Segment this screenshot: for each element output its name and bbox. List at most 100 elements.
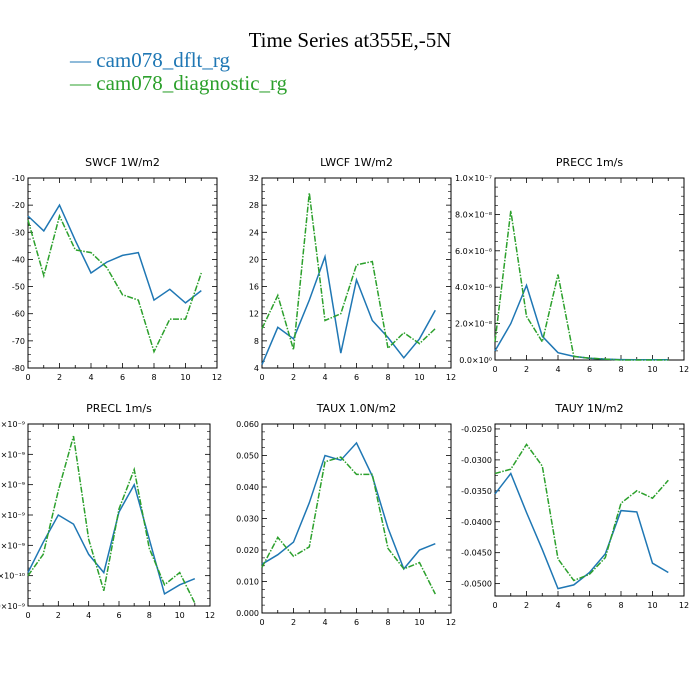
x-tick-label: 12 <box>679 601 689 610</box>
y-tick-label: -20 <box>12 201 25 210</box>
x-tick-label: 2 <box>57 373 62 382</box>
plot-frame <box>261 177 452 369</box>
y-tick-label: 4 <box>254 364 259 373</box>
y-tick-label: -0.0250 <box>461 425 492 434</box>
series-line-dflt <box>494 472 669 590</box>
x-tick-label: 0 <box>259 373 264 382</box>
y-tick-label: 0.010 <box>236 578 259 587</box>
y-tick-label: 0.000 <box>236 609 259 618</box>
x-tick-label: 0 <box>259 618 264 627</box>
x-tick-label: 0 <box>492 365 497 374</box>
x-tick-label: 10 <box>414 618 424 627</box>
panel-4: TAUX 1.0N/m2 0 2 4 6 8 10 12 0.000 0.010 0.020 0.03… <box>236 402 456 627</box>
y-tick-label: 28 <box>249 201 259 210</box>
y-tick-label: 20 <box>249 255 259 264</box>
x-tick-label: 8 <box>147 611 152 620</box>
x-tick-label: 8 <box>618 601 623 610</box>
x-tick-label: 12 <box>679 365 689 374</box>
y-tick-label: 1.5×10⁻⁹ <box>0 511 25 520</box>
y-tick-label: -0.0350 <box>461 487 492 496</box>
panel-title: PRECC 1m/s <box>556 156 624 169</box>
x-tick-label: 12 <box>446 373 456 382</box>
series-line-dflt <box>494 283 669 361</box>
x-tick-label: 2 <box>291 618 296 627</box>
panel-title: TAUY 1N/m2 <box>554 402 623 415</box>
y-tick-label: -10 <box>12 174 25 183</box>
plot-frame <box>27 177 218 369</box>
y-tick-label: -50 <box>12 283 25 292</box>
series-line-dflt <box>261 253 436 365</box>
x-tick-label: 2 <box>291 373 296 382</box>
x-tick-label: 8 <box>151 373 156 382</box>
plot-frame <box>261 423 452 614</box>
x-tick-label: 6 <box>587 601 592 610</box>
legend-label: cam078_dflt_rg <box>96 48 231 72</box>
x-tick-label: 4 <box>322 373 327 382</box>
legend-line-marker: — <box>70 48 91 72</box>
series-line-diagnostic <box>261 456 436 595</box>
series-line-diagnostic <box>27 435 196 604</box>
y-tick-label: -0.0400 <box>461 518 492 527</box>
y-tick-label: 32 <box>249 174 259 183</box>
panel-0: SWCF 1W/m2 0 2 4 6 8 10 12 -80 -70 -60 -50 -40 -30 -20… <box>12 156 222 382</box>
x-tick-label: 12 <box>446 618 456 627</box>
series-line-diagnostic <box>494 443 669 582</box>
y-tick-label: -0.0300 <box>461 456 492 465</box>
x-tick-label: 2 <box>524 601 529 610</box>
series-line-dflt <box>27 482 196 596</box>
y-tick-label: 8.0×10⁻⁸ <box>455 210 492 219</box>
x-tick-label: 4 <box>322 618 327 627</box>
panel-3: PRECL 1m/s 0 2 4 6 8 10 12 0×10⁻⁹ 5×10⁻¹⁰ 1×10⁻⁹ 1.… <box>0 402 215 620</box>
y-tick-label: 0.040 <box>236 483 259 492</box>
y-tick-label: 1×10⁻⁹ <box>0 541 25 550</box>
panel-title: PRECL 1m/s <box>86 402 152 415</box>
y-tick-label: 5×10⁻¹⁰ <box>0 572 25 581</box>
y-tick-label: -60 <box>12 310 25 319</box>
panel-title: TAUX 1.0N/m2 <box>316 402 397 415</box>
x-tick-label: 10 <box>647 601 657 610</box>
x-tick-label: 10 <box>647 365 657 374</box>
y-tick-label: 2.0×10⁻⁸ <box>455 320 492 329</box>
figure-title: Time Series at355E,-5N <box>248 28 452 52</box>
x-tick-label: 10 <box>414 373 424 382</box>
x-tick-label: 0 <box>25 373 30 382</box>
series-line-diagnostic <box>261 192 436 350</box>
legend-entry-diagnostic: — cam078_diagnostic_rg <box>70 71 287 96</box>
series-line-dflt <box>27 203 202 304</box>
x-tick-label: 8 <box>385 373 390 382</box>
series-line-diagnostic <box>494 210 669 361</box>
x-tick-label: 6 <box>120 373 125 382</box>
y-tick-label: -40 <box>12 255 25 264</box>
series-line-diagnostic <box>27 213 203 354</box>
y-tick-label: -80 <box>12 364 25 373</box>
y-tick-label: -0.0450 <box>461 549 492 558</box>
x-tick-label: 10 <box>175 611 185 620</box>
panel-5: TAUY 1N/m2 0 2 4 6 8 10 12 -0.0500 -0.0450 -0.0400… <box>461 402 689 610</box>
y-tick-label: 2.5×10⁻⁹ <box>0 450 25 459</box>
x-tick-label: 4 <box>555 601 560 610</box>
y-tick-label: 6.0×10⁻⁸ <box>455 247 492 256</box>
x-tick-label: 6 <box>587 365 592 374</box>
y-tick-label: 12 <box>249 310 259 319</box>
y-tick-label: 0×10⁻⁹ <box>0 602 25 611</box>
panel-2: PRECC 1m/s 0 2 4 6 8 10 12 0.0×10⁰ 2.0×10⁻⁸ 4.0×10… <box>455 156 689 374</box>
x-tick-label: 8 <box>385 618 390 627</box>
x-tick-label: 4 <box>555 365 560 374</box>
y-tick-label: -30 <box>12 228 25 237</box>
y-tick-label: 16 <box>249 283 259 292</box>
x-tick-label: 12 <box>212 373 222 382</box>
x-tick-label: 6 <box>354 618 359 627</box>
legend-line-marker: — <box>70 71 91 95</box>
y-tick-label: 24 <box>249 228 259 237</box>
x-tick-label: 12 <box>205 611 215 620</box>
x-tick-label: 6 <box>116 611 121 620</box>
x-tick-label: 6 <box>354 373 359 382</box>
y-tick-label: -0.0500 <box>461 580 492 589</box>
y-tick-label: 0.030 <box>236 515 259 524</box>
x-tick-label: 4 <box>88 373 93 382</box>
y-tick-label: 8 <box>254 337 259 346</box>
panel-title: LWCF 1W/m2 <box>320 156 393 169</box>
